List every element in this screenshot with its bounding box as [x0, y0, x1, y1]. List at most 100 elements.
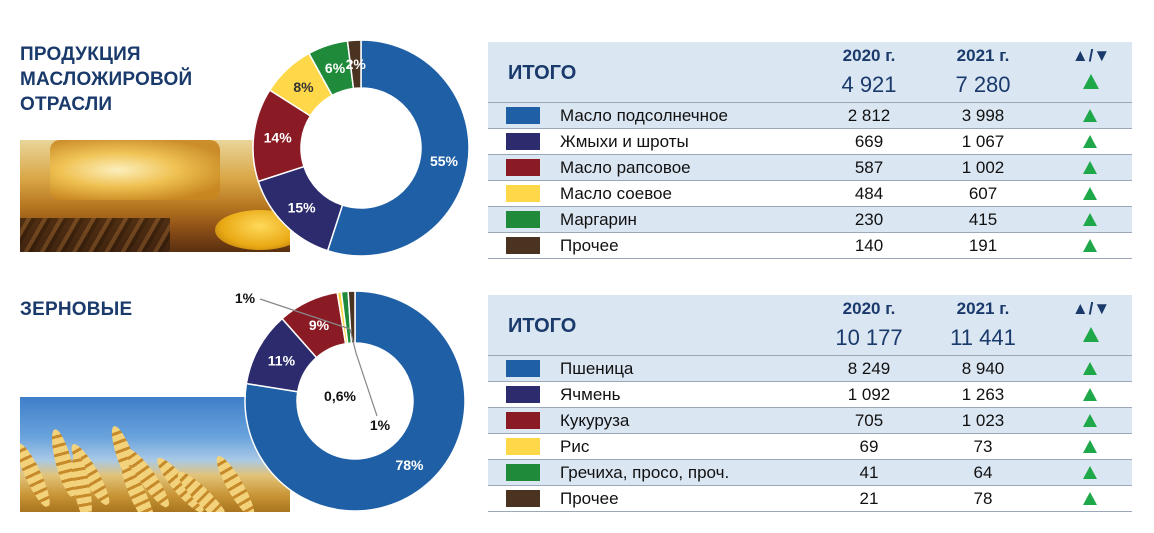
- trend-up-icon: [1083, 440, 1097, 453]
- row-name: Ячмень: [560, 385, 621, 404]
- legend-swatch: [506, 360, 540, 377]
- oil-title-line-1: ПРОДУКЦИЯ: [20, 44, 141, 65]
- value-2021: 1 067: [961, 132, 1005, 151]
- oil-table-rows: Масло подсолнечное 2 812 3 998 Жмыхи и шрот…: [488, 102, 1132, 259]
- oil-section-title: ПРОДУКЦИЯ МАСЛОЖИРОВОЙ ОТРАСЛИ: [20, 42, 192, 117]
- grain-section-title: ЗЕРНОВЫЕ: [20, 297, 132, 322]
- row-name: Масло рапсовое: [560, 158, 691, 177]
- legend-swatch: [506, 159, 540, 176]
- oil-year-2021-header: 2021 г.: [956, 46, 1010, 65]
- oil-bottle-image: [50, 140, 220, 200]
- legend-swatch: [506, 133, 540, 150]
- row-name: Гречиха, просо, проч.: [560, 463, 730, 482]
- value-2020: 8 249: [847, 359, 891, 378]
- donut-data-label: 1%: [235, 290, 256, 306]
- value-2020: 1 092: [847, 385, 891, 404]
- table-row: Маргарин 230 415: [488, 207, 1132, 233]
- grain-total-trend-up-icon: [1066, 327, 1116, 347]
- trend-up-icon: [1083, 362, 1097, 375]
- value-2020: 69: [859, 437, 879, 456]
- value-2020: 705: [854, 411, 884, 430]
- row-name: Кукуруза: [560, 411, 630, 430]
- grain-trend-header: ▲/▼: [1071, 299, 1111, 318]
- trend-up-icon: [1083, 109, 1097, 122]
- oil-title-line-3: ОТРАСЛИ: [20, 94, 113, 115]
- oil-table: ИТОГО 2020 г. 2021 г. ▲/▼ 4 921 7 280 Ма…: [488, 42, 1132, 259]
- table-row: Гречиха, просо, проч. 41 64: [488, 460, 1132, 486]
- value-2021: 73: [973, 437, 993, 456]
- donut-slice: [326, 39, 470, 257]
- grain-table-header: ИТОГО 2020 г. 2021 г. ▲/▼ 10 177 11 441: [488, 295, 1132, 355]
- value-2020: 669: [854, 132, 884, 151]
- donut-data-label: 11%: [268, 353, 296, 369]
- table-row: Прочее 140 191: [488, 233, 1132, 259]
- trend-up-icon: [1083, 466, 1097, 479]
- oil-title-line-2: МАСЛОЖИРОВОЙ: [20, 69, 193, 90]
- donut-data-label: 0,6%: [324, 388, 356, 404]
- legend-swatch: [506, 438, 540, 455]
- value-2020: 41: [859, 463, 879, 482]
- table-row: Рис 69 73: [488, 434, 1132, 460]
- trend-up-icon: [1083, 135, 1097, 148]
- legend-swatch: [506, 412, 540, 429]
- value-2021: 415: [968, 210, 998, 229]
- label-leader-line: [355, 352, 378, 417]
- value-2020: 21: [859, 489, 879, 508]
- oil-table-header: ИТОГО 2020 г. 2021 г. ▲/▼ 4 921 7 280: [488, 42, 1132, 102]
- table-row: Масло подсолнечное 2 812 3 998: [488, 103, 1132, 129]
- trend-up-icon: [1083, 187, 1097, 200]
- grain-year-2020-header: 2020 г.: [842, 299, 896, 318]
- legend-swatch: [506, 185, 540, 202]
- row-name: Прочее: [560, 236, 619, 255]
- value-2021: 1 002: [961, 158, 1005, 177]
- value-2020: 230: [854, 210, 884, 229]
- donut-slice: [347, 290, 356, 344]
- grain-year-2021-header: 2021 г.: [956, 299, 1010, 318]
- table-row: Ячмень 1 092 1 263: [488, 382, 1132, 408]
- grain-table: ИТОГО 2020 г. 2021 г. ▲/▼ 10 177 11 441 …: [488, 295, 1132, 512]
- value-2020: 587: [854, 158, 884, 177]
- row-name: Рис: [560, 437, 590, 456]
- donut-data-label: 6%: [325, 60, 346, 76]
- oil-trend-header: ▲/▼: [1071, 46, 1111, 65]
- legend-swatch: [506, 490, 540, 507]
- value-2021: 78: [973, 489, 993, 508]
- grain-table-rows: Пшеница 8 249 8 940 Ячмень 1 092 1 263 Кукуруз…: [488, 355, 1132, 512]
- row-name: Прочее: [560, 489, 619, 508]
- trend-up-icon: [1083, 213, 1097, 226]
- value-2021: 607: [968, 184, 998, 203]
- row-name: Масло подсолнечное: [560, 106, 728, 125]
- legend-swatch: [506, 464, 540, 481]
- seeds-image: [20, 218, 170, 252]
- grain-donut-chart: 78% 11% 9% 0,6% 1% 1%: [235, 290, 466, 512]
- donut-data-label: 14%: [264, 129, 293, 145]
- legend-swatch: [506, 237, 540, 254]
- wheat-field-photo: [20, 397, 290, 512]
- donut-slice: [346, 39, 362, 90]
- donut-data-label: 15%: [288, 199, 317, 215]
- legend-swatch: [506, 386, 540, 403]
- value-2021: 1 023: [961, 411, 1005, 430]
- grain-total-2021: 11 441: [950, 325, 1016, 350]
- donut-data-label: 2%: [346, 56, 367, 72]
- row-name: Масло соевое: [560, 184, 672, 203]
- label-leader-line: [349, 328, 357, 354]
- value-2020: 484: [854, 184, 884, 203]
- value-2021: 64: [973, 463, 993, 482]
- table-row: Пшеница 8 249 8 940: [488, 356, 1132, 382]
- table-row: Кукуруза 705 1 023: [488, 408, 1132, 434]
- row-name: Пшеница: [560, 359, 634, 378]
- value-2021: 3 998: [961, 106, 1005, 125]
- row-name: Маргарин: [560, 210, 637, 229]
- wheat-ear-image: [20, 440, 56, 511]
- legend-swatch: [506, 107, 540, 124]
- trend-up-icon: [1083, 161, 1097, 174]
- trend-up-icon: [1083, 388, 1097, 401]
- legend-swatch: [506, 211, 540, 228]
- oil-donut-chart: 55% 15% 14% 8% 6% 2%: [252, 39, 470, 257]
- table-row: Жмыхи и шроты 669 1 067: [488, 129, 1132, 155]
- table-row: Прочее 21 78: [488, 486, 1132, 512]
- value-2021: 191: [968, 236, 998, 255]
- row-name: Жмыхи и шроты: [560, 132, 689, 151]
- donut-slice: [244, 290, 466, 512]
